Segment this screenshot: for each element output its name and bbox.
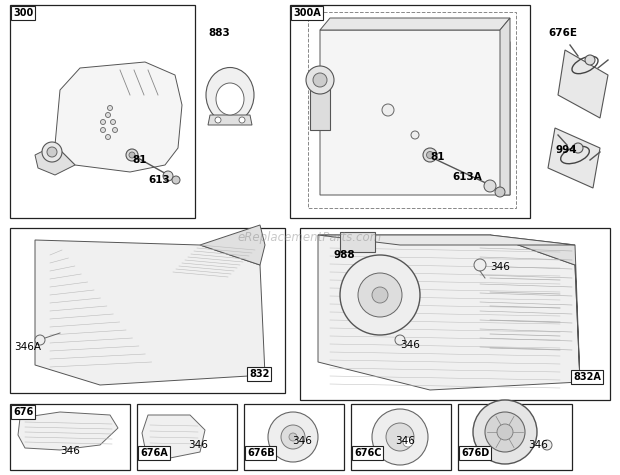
Bar (10, 5, 195, 218)
Text: 883: 883 (208, 28, 230, 38)
Bar (300, 228, 610, 400)
Circle shape (403, 437, 413, 447)
Polygon shape (320, 30, 510, 195)
Circle shape (386, 423, 414, 451)
Circle shape (129, 152, 135, 158)
Circle shape (411, 131, 419, 139)
Text: 988: 988 (333, 250, 355, 260)
Text: 346: 346 (292, 436, 312, 446)
Circle shape (382, 104, 394, 116)
Text: 346: 346 (188, 440, 208, 450)
Circle shape (497, 424, 513, 440)
Circle shape (42, 142, 62, 162)
Polygon shape (208, 115, 252, 125)
Circle shape (126, 149, 138, 161)
Bar (137, 404, 237, 470)
Polygon shape (318, 235, 575, 245)
Circle shape (100, 127, 105, 133)
Circle shape (268, 412, 318, 462)
Circle shape (340, 255, 420, 335)
Circle shape (215, 117, 221, 123)
Circle shape (484, 180, 496, 192)
Text: 676A: 676A (140, 448, 168, 458)
Circle shape (495, 187, 505, 197)
Circle shape (163, 171, 173, 181)
Circle shape (372, 287, 388, 303)
Circle shape (112, 127, 118, 133)
Circle shape (372, 409, 428, 465)
Circle shape (423, 148, 437, 162)
Circle shape (105, 134, 110, 140)
Circle shape (289, 433, 297, 441)
Text: 346: 346 (490, 262, 510, 272)
Text: 346: 346 (395, 436, 415, 446)
Circle shape (105, 113, 110, 117)
Text: 676E: 676E (548, 28, 577, 38)
Text: 676D: 676D (461, 448, 489, 458)
Circle shape (172, 176, 180, 184)
Ellipse shape (216, 83, 244, 115)
Text: 676: 676 (13, 407, 33, 417)
Circle shape (358, 273, 402, 317)
Circle shape (573, 143, 583, 153)
Bar (458, 404, 572, 470)
Circle shape (239, 117, 245, 123)
Circle shape (110, 120, 115, 124)
Polygon shape (490, 235, 580, 382)
Text: 346: 346 (400, 340, 420, 350)
Polygon shape (500, 18, 510, 195)
Text: 81: 81 (430, 152, 445, 162)
Bar (308, 12, 516, 208)
Text: 676C: 676C (354, 448, 381, 458)
Text: 300A: 300A (293, 8, 321, 18)
Text: 676B: 676B (247, 448, 275, 458)
Text: 346: 346 (528, 440, 548, 450)
Circle shape (395, 335, 405, 345)
Circle shape (427, 152, 433, 159)
Text: 613: 613 (148, 175, 170, 185)
Text: 81: 81 (132, 155, 146, 165)
Text: 832: 832 (249, 369, 269, 379)
Polygon shape (548, 128, 600, 188)
Circle shape (474, 259, 486, 271)
Bar (244, 404, 344, 470)
Circle shape (585, 55, 595, 65)
Text: eReplacementParts.com: eReplacementParts.com (238, 231, 382, 244)
Circle shape (313, 73, 327, 87)
Text: 994: 994 (556, 145, 578, 155)
Circle shape (35, 335, 45, 345)
Text: 346: 346 (60, 446, 80, 456)
Circle shape (473, 400, 537, 464)
Circle shape (485, 412, 525, 452)
Text: 832A: 832A (573, 372, 601, 382)
Text: 346A: 346A (14, 342, 41, 352)
Circle shape (281, 425, 305, 449)
Bar (10, 404, 130, 470)
Polygon shape (320, 18, 510, 30)
Polygon shape (200, 225, 265, 265)
Circle shape (107, 105, 112, 111)
Circle shape (306, 66, 334, 94)
Polygon shape (310, 80, 330, 130)
Polygon shape (35, 240, 265, 385)
Bar (351, 404, 451, 470)
Polygon shape (35, 145, 75, 175)
Text: 300: 300 (13, 8, 33, 18)
Polygon shape (55, 62, 182, 172)
Text: 613A: 613A (452, 172, 482, 182)
Ellipse shape (206, 67, 254, 123)
Polygon shape (18, 412, 118, 450)
Circle shape (542, 440, 552, 450)
Polygon shape (340, 232, 375, 252)
Polygon shape (142, 415, 205, 458)
Bar (10, 228, 285, 393)
Circle shape (100, 120, 105, 124)
Polygon shape (318, 235, 580, 390)
Polygon shape (558, 50, 608, 118)
Bar (290, 5, 530, 218)
Circle shape (47, 147, 57, 157)
